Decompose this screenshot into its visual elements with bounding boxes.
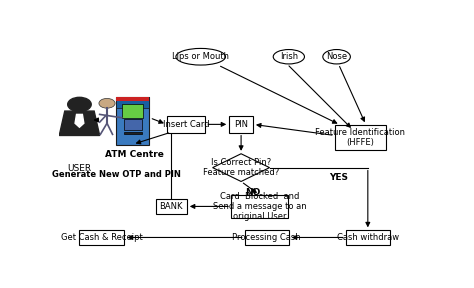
Text: Processing Cash: Processing Cash bbox=[232, 233, 301, 242]
Bar bbox=[124, 132, 142, 134]
Text: Is Correct Pin?
Feature matched?: Is Correct Pin? Feature matched? bbox=[203, 158, 279, 177]
Text: Feature Identification
(HFFE): Feature Identification (HFFE) bbox=[316, 128, 405, 147]
Circle shape bbox=[68, 97, 91, 111]
Text: BANK: BANK bbox=[160, 202, 183, 211]
Text: Insert Card: Insert Card bbox=[163, 120, 210, 129]
Polygon shape bbox=[59, 111, 100, 135]
Bar bbox=[335, 125, 386, 150]
Bar bbox=[229, 116, 253, 133]
Bar bbox=[167, 116, 205, 133]
Bar bbox=[79, 230, 125, 245]
Ellipse shape bbox=[176, 48, 226, 65]
Bar bbox=[124, 119, 142, 130]
Ellipse shape bbox=[323, 50, 350, 64]
Text: Card  Blocked  and
Send a message to an
original User: Card Blocked and Send a message to an or… bbox=[213, 192, 306, 221]
Bar bbox=[346, 230, 390, 245]
Text: ATM Centre: ATM Centre bbox=[105, 150, 164, 159]
Text: Generate New OTP and PIN: Generate New OTP and PIN bbox=[52, 170, 181, 179]
Bar bbox=[116, 97, 149, 108]
Text: Irish: Irish bbox=[280, 52, 298, 61]
Text: USER: USER bbox=[67, 164, 91, 173]
Text: Lips or Mouth: Lips or Mouth bbox=[172, 52, 229, 61]
Ellipse shape bbox=[273, 50, 304, 64]
Bar bbox=[231, 195, 288, 218]
Text: YES: YES bbox=[329, 173, 348, 182]
Text: NO: NO bbox=[245, 187, 261, 196]
Circle shape bbox=[99, 98, 115, 108]
Bar bbox=[122, 105, 143, 118]
Text: Nose: Nose bbox=[326, 52, 347, 61]
Bar bbox=[116, 97, 149, 145]
Text: Get Cash & Receipt: Get Cash & Receipt bbox=[61, 233, 142, 242]
Bar bbox=[155, 199, 187, 214]
Polygon shape bbox=[75, 114, 84, 127]
Bar bbox=[245, 230, 289, 245]
Text: PIN: PIN bbox=[234, 120, 248, 129]
Bar bbox=[116, 97, 149, 101]
Polygon shape bbox=[213, 154, 270, 181]
Text: Cash withdraw: Cash withdraw bbox=[337, 233, 399, 242]
